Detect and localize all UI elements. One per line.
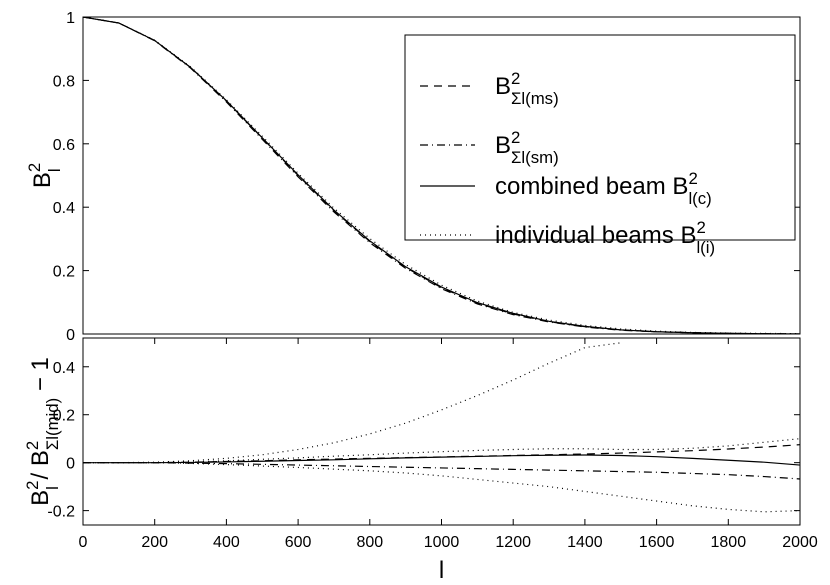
series-group — [83, 17, 800, 334]
x-tick-label: 1000 — [424, 534, 460, 551]
x-tick-label: 800 — [356, 534, 383, 551]
x-tick-label: 1800 — [711, 534, 747, 551]
series-line — [83, 342, 621, 464]
label-sub: l — [45, 168, 64, 172]
label-text: B — [27, 490, 54, 506]
label-text: combined beam B — [495, 173, 688, 200]
label-text: / B — [27, 450, 54, 486]
legend-label: B2Σl(ms)​ — [495, 69, 559, 108]
y-tick-label: 0.8 — [53, 73, 75, 90]
label-sup: 2 — [25, 163, 44, 172]
y-tick-label: 0 — [66, 327, 75, 344]
x-tick-label: 2000 — [782, 534, 818, 551]
series-line — [83, 17, 800, 334]
x-tick-label: 1600 — [639, 534, 675, 551]
y-axis-label: B2l​ — [25, 163, 64, 188]
series-group — [83, 342, 800, 513]
y-tick-label: 0.6 — [53, 137, 75, 154]
label-text: individual beams B — [495, 222, 696, 249]
x-tick-label: 1400 — [567, 534, 603, 551]
label-sub: l(c) — [688, 189, 711, 208]
label-sup: 2 — [688, 169, 697, 188]
y-tick-label: 0.2 — [53, 264, 75, 281]
y-tick-label: 0.4 — [53, 200, 75, 217]
label-sub: Σl(sm) — [511, 148, 559, 167]
legend-box — [404, 34, 796, 241]
label-sub: Σl(ms) — [511, 89, 559, 108]
series-line — [83, 454, 800, 466]
legend-label: individual beams B2l(i)​ — [495, 218, 715, 257]
x-axis-label: l — [439, 557, 444, 584]
y-tick-label: 0.2 — [53, 408, 75, 425]
label-sup: 2 — [696, 218, 705, 237]
label-sup: 2 — [511, 128, 520, 147]
label-sup: 2 — [23, 481, 42, 490]
legend-label: combined beam B2l(c)​ — [495, 169, 712, 208]
plot-area — [82, 337, 801, 526]
x-tick-label: 400 — [213, 534, 240, 551]
y-axis-label: B2l​ / B2Σl(mid)​ − 1 — [23, 357, 62, 506]
label-text: B — [495, 73, 511, 100]
label-sub: Σl(mid) — [43, 398, 62, 450]
label-text: − 1 — [27, 357, 54, 398]
x-tick-label: 0 — [79, 534, 88, 551]
x-tick-label: 200 — [141, 534, 168, 551]
y-tick-label: 1 — [66, 10, 75, 27]
label-sup: 2 — [511, 69, 520, 88]
label-sub: l — [43, 486, 62, 490]
series-line — [83, 462, 800, 480]
y-tick-label: 0 — [66, 456, 75, 473]
y-tick-label: 0.4 — [53, 360, 75, 377]
x-tick-label: 1200 — [495, 534, 531, 551]
label-text: B — [29, 172, 56, 188]
label-sub: l(i) — [696, 238, 715, 257]
label-sup: 2 — [23, 441, 42, 450]
x-tick-label: 600 — [285, 534, 312, 551]
y-tick-label: -0.2 — [47, 504, 75, 521]
label-text: B — [495, 132, 511, 159]
legend-label: B2Σl(sm)​ — [495, 128, 559, 167]
